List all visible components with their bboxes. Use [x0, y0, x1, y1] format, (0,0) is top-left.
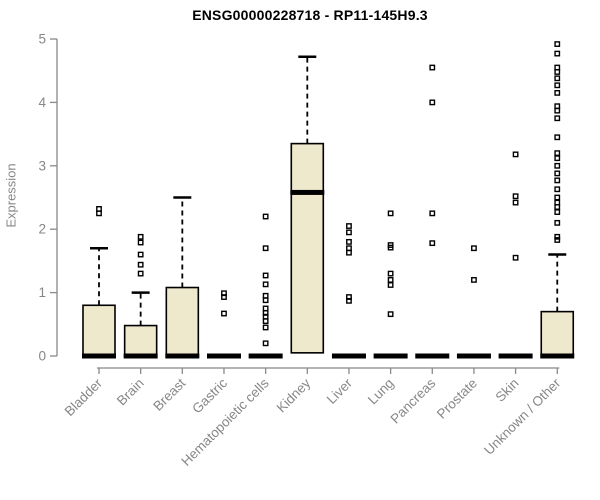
box-unknown-other [540, 310, 575, 357]
outlier-liver [346, 229, 352, 236]
median-lung [373, 353, 408, 359]
x-tick-label-pancreas: Pancreas [387, 375, 438, 426]
outlier-unknown-other [554, 186, 561, 193]
median-unknown-other [540, 353, 575, 359]
outlier-unknown-other [554, 103, 561, 110]
outlier-unknown-other [554, 209, 561, 215]
outlier-unknown-other [554, 177, 561, 184]
x-tick-label-kidney: Kidney [274, 375, 314, 415]
outlier-hematopoietic-cells [262, 272, 269, 279]
x-tick-label-breast: Breast [150, 375, 188, 413]
box-brain [123, 324, 158, 357]
outlier-prostate [471, 277, 477, 283]
median-prostate [456, 353, 491, 359]
outlier-unknown-other [554, 170, 561, 177]
outlier-unknown-other [554, 237, 561, 243]
outlier-unknown-other [554, 89, 561, 96]
outlier-liver [346, 245, 352, 252]
outlier-unknown-other [554, 199, 561, 206]
median-bladder [82, 353, 116, 359]
median-kidney [290, 189, 325, 195]
outlier-brain [137, 239, 144, 246]
outlier-skin [512, 193, 519, 200]
outlier-unknown-other [554, 155, 561, 162]
outlier-hematopoietic-cells [262, 245, 269, 252]
outlier-unknown-other [554, 64, 561, 71]
box-breast [165, 286, 200, 357]
x-tick-label-bladder: Bladder [62, 375, 106, 419]
median-breast [165, 353, 200, 359]
median-brain [123, 353, 158, 359]
outlier-unknown-other [554, 75, 561, 82]
outlier-pancreas [429, 210, 436, 217]
outlier-brain [137, 233, 144, 240]
outlier-bladder [96, 206, 102, 212]
outlier-brain [137, 251, 144, 258]
outlier-unknown-other [554, 150, 561, 157]
x-tick-label-unknown-other: Unknown / Other [481, 375, 564, 458]
outlier-unknown-other [554, 194, 561, 201]
outlier-lung [387, 242, 394, 248]
outlier-gastric [221, 310, 227, 317]
outlier-lung [387, 311, 394, 318]
x-tick-label-liver: Liver [324, 375, 356, 407]
outlier-unknown-other [554, 82, 561, 89]
x-tick-label-gastric: Gastric [189, 375, 230, 416]
outlier-unknown-other [554, 162, 561, 169]
outlier-lung [387, 277, 394, 283]
outlier-skin [512, 199, 519, 206]
y-tick-label: 3 [38, 158, 46, 173]
outlier-gastric [221, 290, 227, 297]
y-tick-label: 2 [38, 222, 46, 237]
y-tick-label: 4 [38, 95, 46, 110]
outlier-lung [387, 210, 394, 217]
x-tick-label-skin: Skin [493, 376, 522, 405]
outlier-hematopoietic-cells [262, 213, 269, 220]
outlier-brain [137, 261, 144, 268]
box-kidney [290, 142, 325, 354]
outlier-lung [387, 282, 394, 288]
outlier-pancreas [429, 99, 436, 106]
outlier-pancreas [429, 240, 436, 247]
outlier-unknown-other [554, 50, 561, 57]
outlier-unknown-other [554, 134, 561, 141]
x-tick-label-lung: Lung [365, 376, 397, 408]
outlier-skin [512, 151, 519, 158]
outlier-unknown-other [554, 41, 561, 47]
chart-title: ENSG00000228718 - RP11-145H9.3 [192, 7, 428, 23]
outlier-liver [346, 223, 352, 229]
outlier-unknown-other [554, 219, 561, 226]
outlier-skin [512, 254, 519, 261]
x-tick-label-brain: Brain [114, 376, 147, 409]
outlier-brain [137, 270, 144, 277]
outlier-hematopoietic-cells [262, 340, 269, 347]
outlier-hematopoietic-cells [262, 305, 269, 312]
outlier-unknown-other [554, 233, 561, 240]
outlier-prostate [471, 245, 477, 252]
outlier-hematopoietic-cells [262, 292, 269, 299]
x-tick-label-prostate: Prostate [434, 376, 480, 422]
median-pancreas [415, 353, 450, 359]
y-tick-label: 0 [38, 349, 46, 364]
y-axis-label: Expression [3, 163, 19, 228]
outlier-lung [387, 270, 394, 277]
median-hematopoietic-cells [248, 353, 283, 359]
outlier-pancreas [429, 64, 436, 71]
outlier-hematopoietic-cells [262, 281, 269, 288]
outlier-liver [346, 294, 352, 300]
y-tick-label: 1 [38, 285, 46, 300]
box-bladder [82, 304, 116, 357]
outlier-hematopoietic-cells [262, 324, 269, 331]
median-liver [331, 353, 366, 359]
median-skin [498, 353, 533, 359]
median-gastric [206, 353, 241, 359]
y-tick-label: 5 [38, 32, 46, 47]
outlier-unknown-other [554, 115, 561, 122]
outlier-liver [346, 238, 352, 245]
